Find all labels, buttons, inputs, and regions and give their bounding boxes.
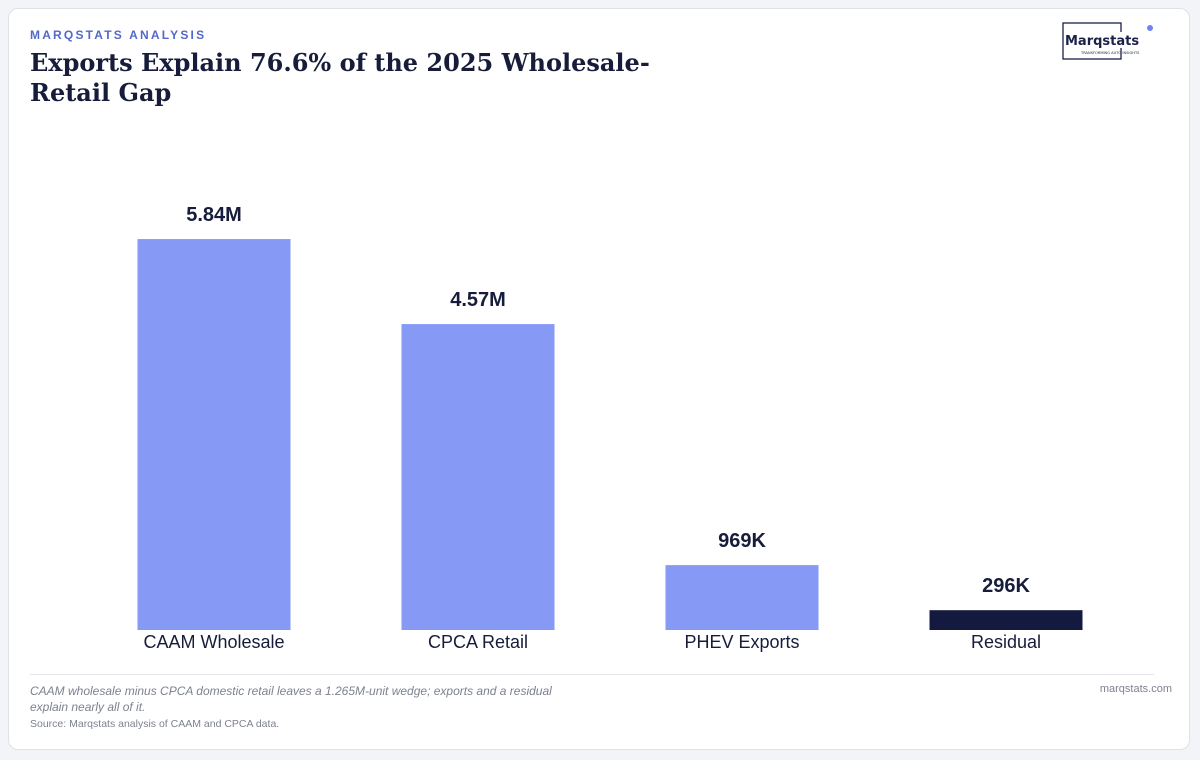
- x-tick-label: CPCA Retail: [428, 632, 528, 652]
- eyebrow-label: MARQSTATS ANALYSIS: [30, 28, 207, 42]
- data-label: 4.57M: [450, 289, 506, 311]
- data-label: 969K: [718, 530, 766, 552]
- x-tick-label: PHEV Exports: [684, 632, 799, 652]
- logo-tagline: TRANSFORMING AUTO INSIGHTS: [1080, 51, 1140, 55]
- data-label: 5.84M: [186, 204, 242, 226]
- source-note: Source: Marqstats analysis of CAAM and C…: [30, 718, 280, 730]
- footer-divider: [30, 674, 1154, 675]
- data-label: 296K: [982, 575, 1030, 597]
- bar-residual: [929, 610, 1083, 630]
- chart-title: Exports Explain 76.6% of the 2025 Wholes…: [30, 48, 650, 107]
- bar-caam-wholesale: [137, 239, 291, 630]
- x-tick-label: CAAM Wholesale: [143, 632, 284, 652]
- bar-phev-exports: [665, 565, 819, 630]
- bar-cpca-retail: [401, 324, 555, 630]
- logo-wordmark: Marqstats: [1065, 34, 1139, 49]
- x-tick-label: Residual: [971, 632, 1041, 652]
- site-link[interactable]: marqstats.com: [1099, 683, 1172, 695]
- marqstats-logo: Marqstats TRANSFORMING AUTO INSIGHTS: [1062, 22, 1153, 60]
- footer-note: CAAM wholesale minus CPCA domestic retai…: [30, 684, 552, 714]
